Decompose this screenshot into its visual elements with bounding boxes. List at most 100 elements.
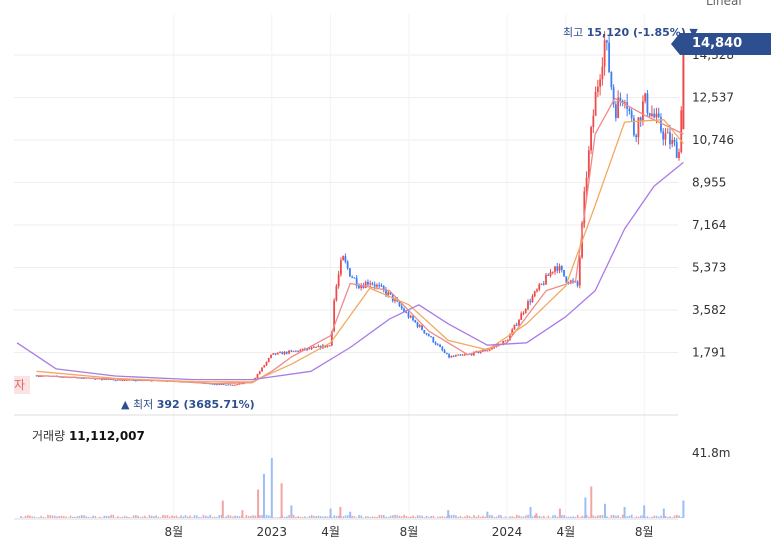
volume-bar	[651, 516, 653, 518]
volume-bar	[513, 516, 516, 518]
volume-bar	[619, 517, 622, 518]
volume-bar	[182, 516, 185, 518]
volume-bar	[423, 517, 426, 518]
candle-body	[276, 352, 279, 355]
volume-bar	[543, 515, 545, 518]
candle-body	[578, 257, 581, 286]
volume-bar	[56, 516, 58, 518]
volume-bar	[105, 515, 108, 518]
volume-bar	[615, 515, 617, 518]
candle-body	[114, 380, 117, 382]
volume-bar	[658, 516, 660, 518]
volume-bar	[299, 516, 302, 518]
candle-body	[432, 336, 435, 343]
volume-bar	[581, 515, 583, 518]
volume-bar	[610, 515, 613, 518]
volume-bar	[518, 515, 520, 518]
volume-bar	[132, 515, 135, 518]
volume-bar	[139, 517, 142, 518]
volume-bar	[60, 515, 63, 518]
candle-body	[339, 260, 342, 275]
volume-label: 거래량 11,112,007	[32, 427, 145, 444]
volume-bar	[173, 516, 175, 518]
candle-body	[261, 367, 263, 372]
volume-bar	[119, 517, 121, 518]
up-triangle-icon: ▲	[121, 398, 130, 411]
volume-label-prefix: 거래량	[32, 429, 66, 443]
volume-bar	[660, 515, 662, 518]
volume-bar	[290, 505, 293, 518]
candle-body	[346, 261, 349, 269]
volume-bar	[441, 516, 444, 518]
candle-body	[112, 379, 115, 381]
chart-axes: 14,32812,53710,7468,9557,1645,3733,5821,…	[164, 48, 734, 539]
volume-bar	[313, 515, 315, 518]
volume-bar	[570, 516, 572, 518]
candle-body	[515, 324, 518, 326]
candle-body	[378, 284, 381, 286]
volume-bar	[168, 516, 171, 518]
candle-body	[536, 289, 538, 292]
scale-selector[interactable]: Linear ﹀	[706, 0, 759, 9]
volume-bar	[455, 515, 457, 518]
volume-bar	[177, 517, 180, 518]
volume-bar	[385, 516, 387, 518]
volume-bar	[128, 517, 130, 518]
volume-bar	[297, 516, 299, 518]
volume-bar	[606, 516, 608, 518]
volume-bar	[486, 511, 489, 518]
candle-body	[574, 281, 577, 283]
volume-bar	[646, 516, 649, 518]
candle-body	[529, 301, 532, 303]
candle-body	[258, 371, 261, 375]
volume-bar	[447, 510, 450, 518]
volume-bar	[200, 516, 203, 518]
candle-body	[333, 300, 336, 332]
volume-bar	[588, 516, 590, 518]
volume-bar	[639, 515, 642, 518]
volume-bar	[383, 515, 385, 518]
candle-body	[376, 284, 378, 287]
chart-grid	[14, 14, 678, 520]
volume-bar	[243, 517, 245, 518]
volume-bar	[464, 516, 466, 518]
candle-body	[238, 383, 241, 385]
volume-bar	[630, 514, 633, 518]
candle-body	[360, 286, 363, 289]
volume-bar	[349, 511, 352, 518]
candle-body	[673, 140, 676, 143]
volume-bar	[250, 516, 252, 518]
volume-bar	[279, 517, 281, 518]
candle-body	[362, 286, 365, 288]
volume-bar	[635, 516, 638, 518]
volume-bar	[360, 515, 363, 518]
volume-bar	[193, 515, 196, 518]
candle-body	[470, 353, 473, 356]
volume-bar	[306, 517, 308, 518]
volume-bar	[664, 515, 667, 518]
volume-bar	[407, 516, 410, 518]
volume-bar	[446, 516, 448, 518]
candle-body	[139, 380, 142, 382]
candle-body	[132, 380, 135, 382]
candle-body	[80, 377, 83, 379]
x-tick-label: 8월	[635, 525, 654, 539]
volume-bar	[540, 516, 543, 518]
volume-bar	[130, 517, 133, 518]
candle-body	[37, 376, 40, 378]
volume-bar	[394, 514, 396, 518]
candle-body	[511, 329, 514, 335]
volume-bar	[221, 500, 224, 518]
volume-bar	[335, 515, 338, 518]
volume-bar	[310, 515, 313, 518]
volume-bar	[482, 515, 484, 518]
volume-bar	[511, 516, 514, 518]
candle-body	[423, 330, 426, 334]
volume-bar	[500, 515, 502, 518]
candle-body	[281, 352, 284, 355]
price-tick-label: 7,164	[692, 218, 726, 232]
candle-body	[669, 132, 671, 145]
volume-bar	[33, 516, 36, 518]
volume-bar	[633, 517, 635, 518]
candle-body	[121, 380, 124, 382]
